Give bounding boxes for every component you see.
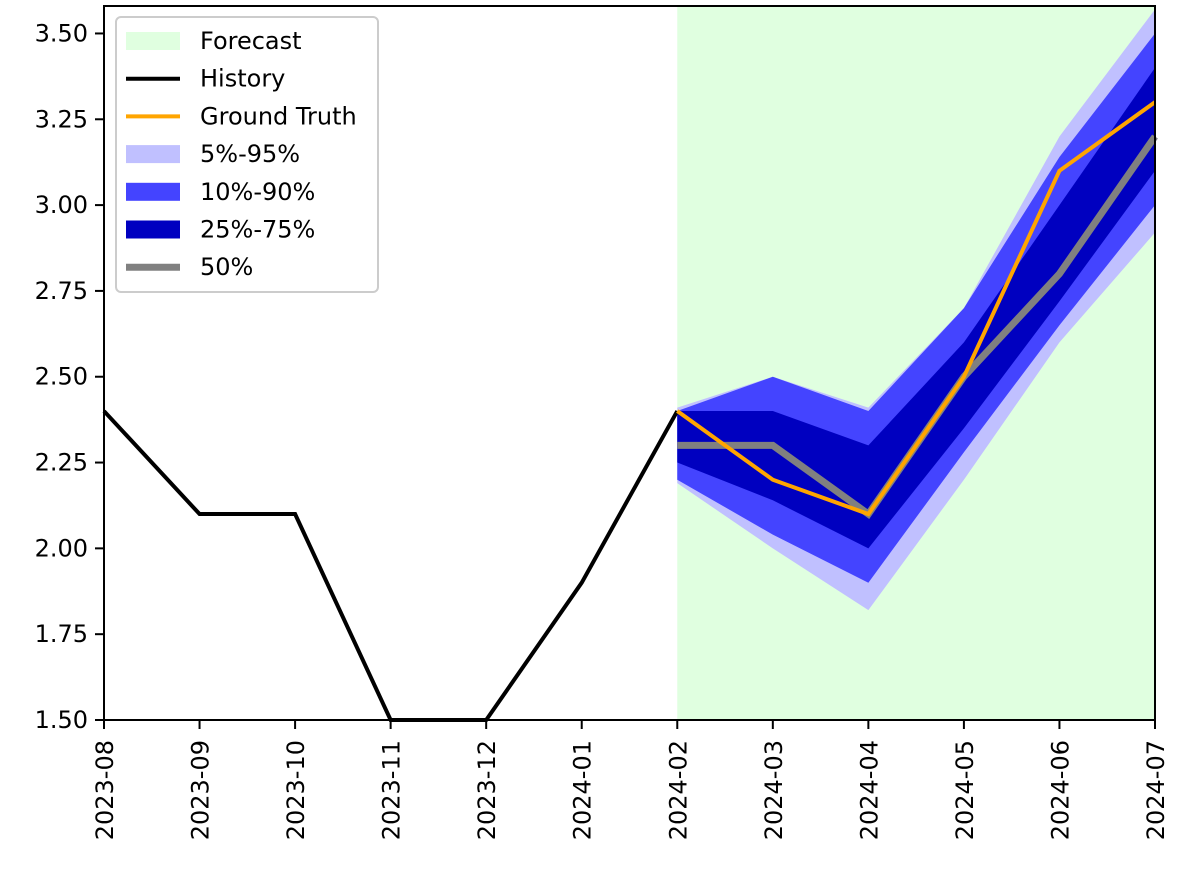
legend-swatch-forecast [126, 32, 180, 50]
legend-label-50: 50% [200, 253, 253, 281]
x-tick-label: 2024-02 [664, 740, 692, 840]
y-tick-label: 2.50 [35, 363, 88, 391]
x-tick-label: 2024-04 [855, 740, 883, 840]
x-tick-label: 2024-03 [760, 740, 788, 840]
y-tick-label: 1.50 [35, 706, 88, 734]
x-tick-label: 2023-08 [91, 740, 119, 840]
legend-swatch-5-95 [126, 145, 180, 164]
x-tick-label: 2024-01 [569, 740, 597, 840]
legend-label-ground-truth: Ground Truth [200, 102, 357, 130]
x-tick-label: 2024-06 [1046, 740, 1074, 840]
y-tick-label: 2.25 [35, 449, 88, 477]
ground-truth-line [676, 100, 1157, 517]
plot-frame [103, 5, 1156, 721]
x-tick-label: 2023-12 [473, 740, 501, 840]
x-tick-label: 2023-11 [378, 740, 406, 840]
x-tick-label: 2023-09 [187, 740, 215, 840]
band-25-75-area [677, 67, 1155, 549]
legend-label-10-90: 10%-90% [200, 178, 315, 206]
legend-swatch-10-90 [126, 182, 180, 201]
y-tick-label: 3.50 [35, 19, 88, 47]
legend-swatch-25-75 [126, 220, 180, 239]
y-tick-label: 1.75 [35, 620, 88, 648]
x-tick-label: 2024-05 [951, 740, 979, 840]
legend-label-5-95: 5%-95% [200, 140, 300, 168]
x-tick-label: 2024-07 [1142, 740, 1170, 840]
legend-box [115, 16, 379, 293]
x-tick-label: 2023-10 [282, 740, 310, 840]
history-line [102, 409, 680, 722]
legend-label-25-75: 25%-75% [200, 216, 315, 244]
y-tick-label: 2.75 [35, 277, 88, 305]
legend-label-history: History [200, 65, 285, 93]
y-tick-label: 3.00 [35, 191, 88, 219]
y-tick-label: 3.25 [35, 105, 88, 133]
y-tick-label: 2.00 [35, 534, 88, 562]
legend-label-forecast: Forecast [200, 27, 302, 55]
